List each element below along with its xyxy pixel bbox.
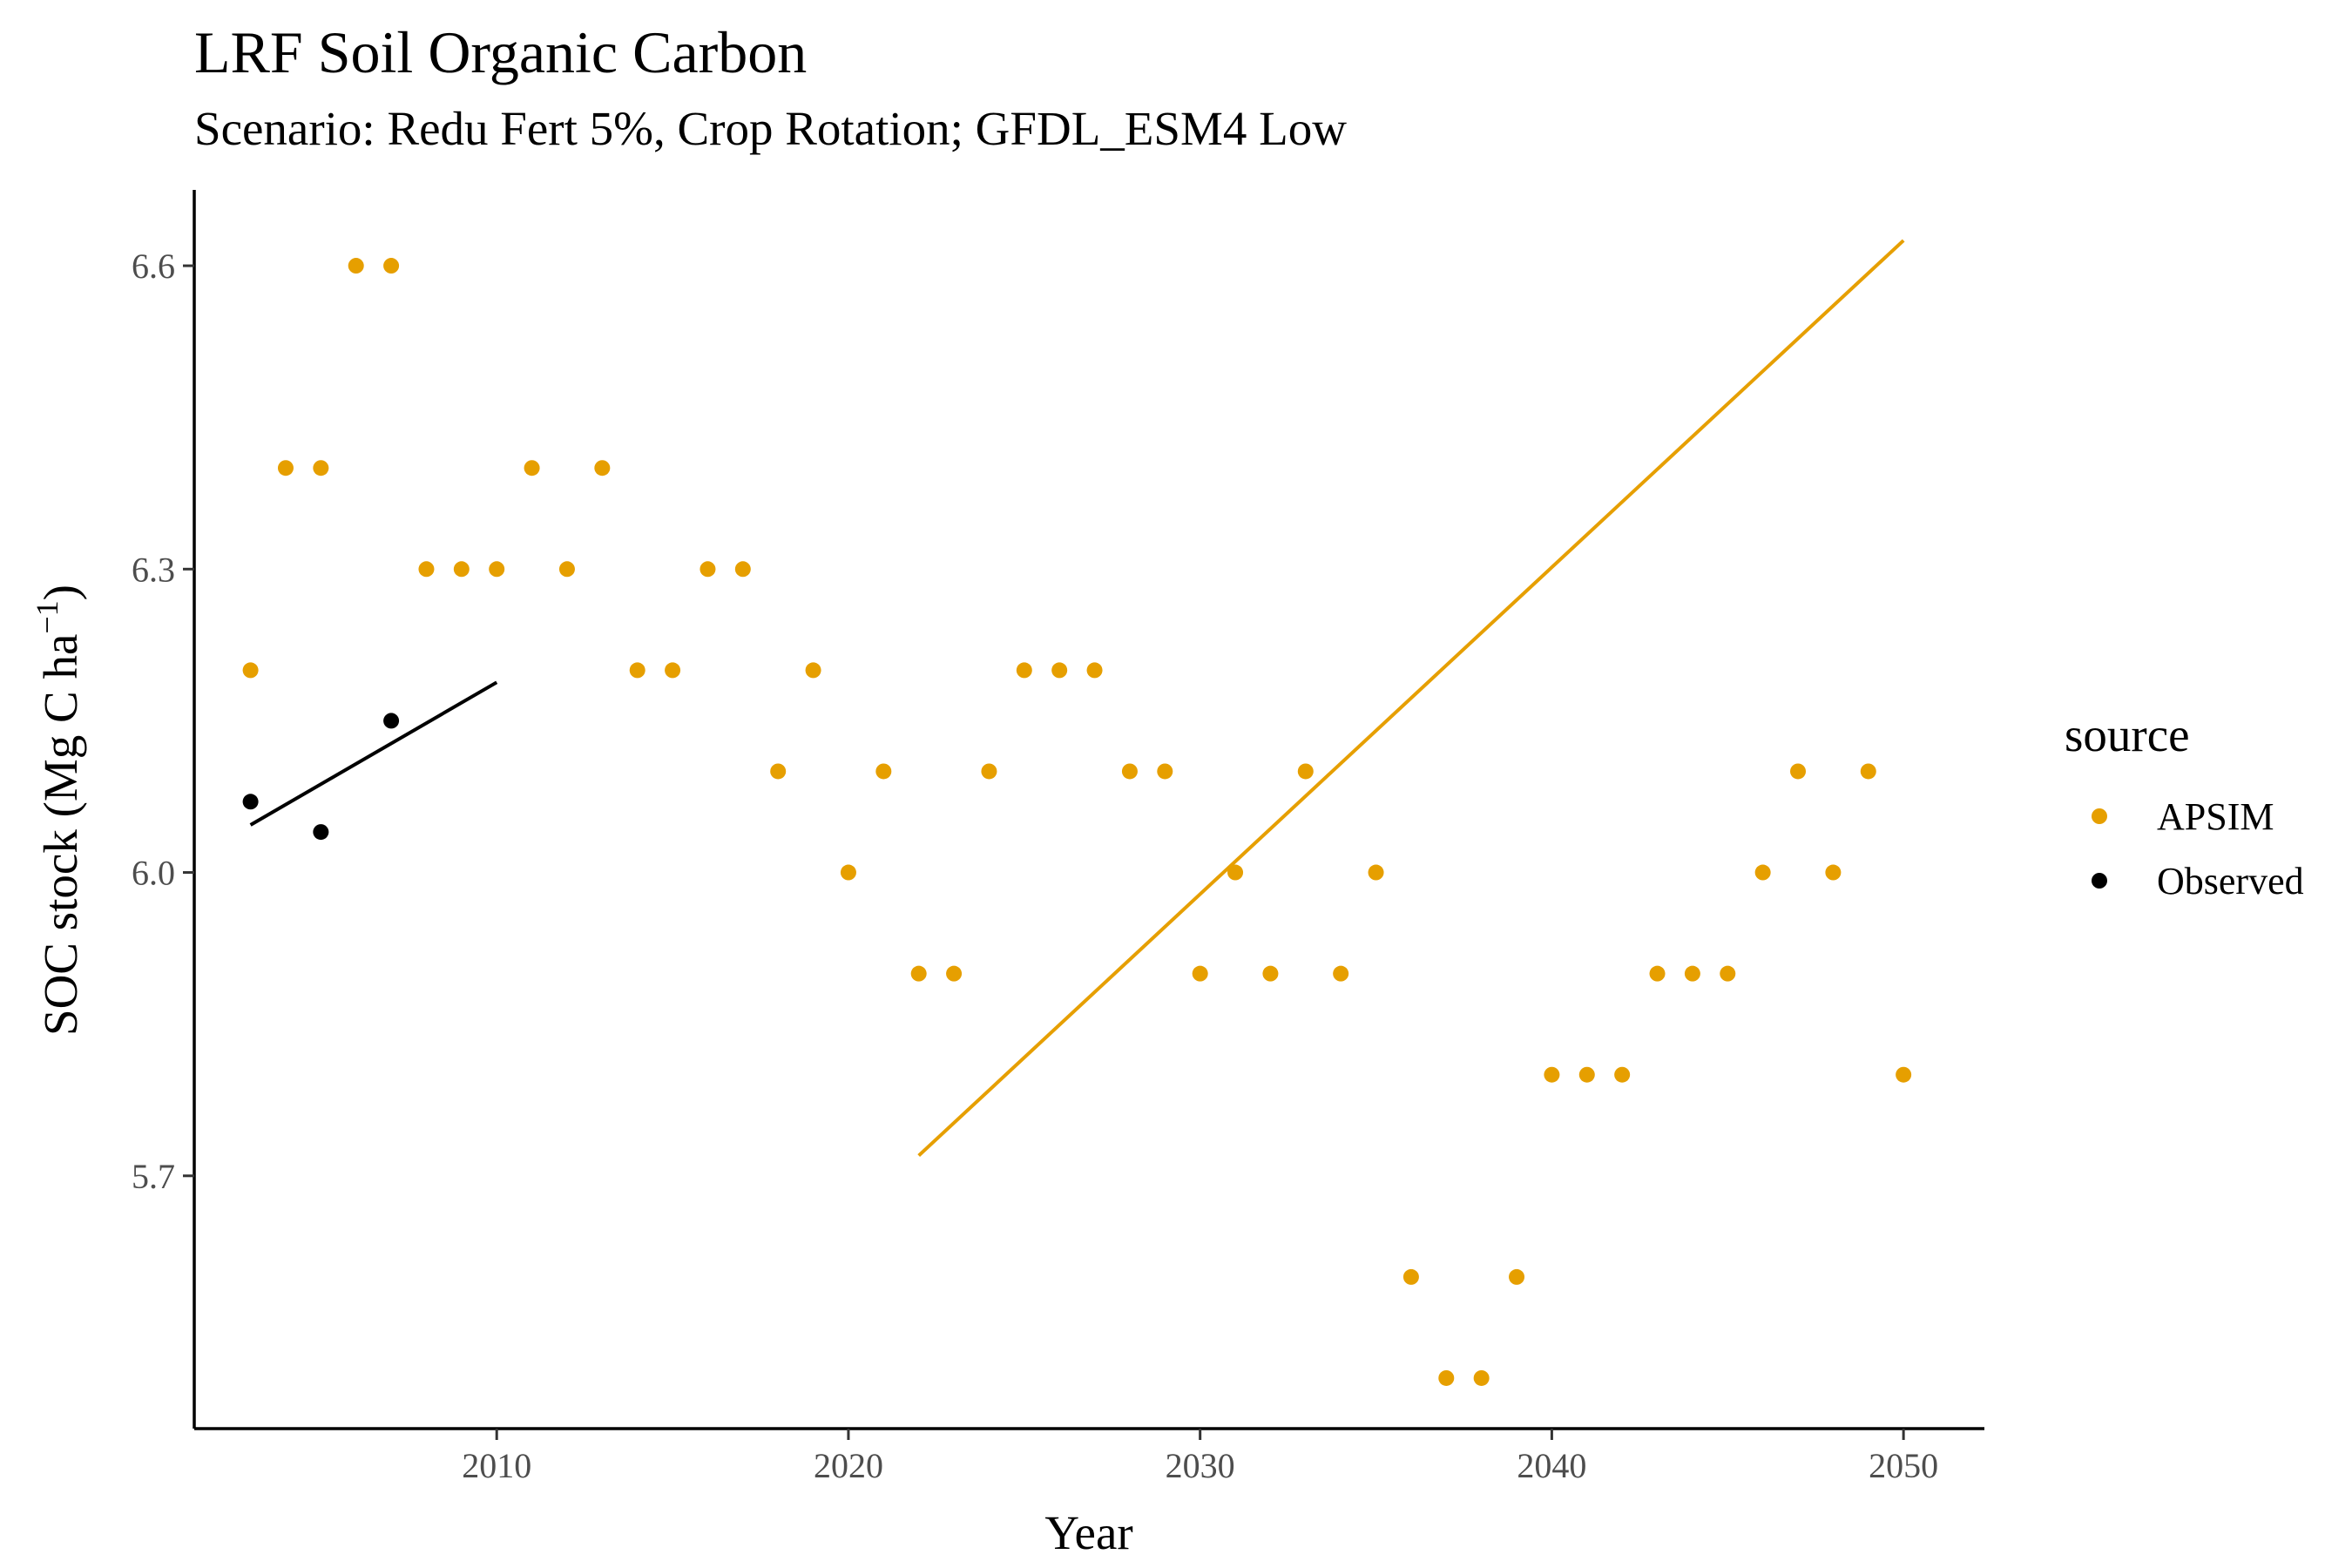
data-point-apsim bbox=[700, 561, 716, 578]
data-point-apsim bbox=[1754, 864, 1771, 881]
x-axis-ticks: 2010 2020 2030 2040 2050 bbox=[462, 1429, 1938, 1485]
legend: source APSIM Observed bbox=[2065, 708, 2304, 902]
y-axis-title-superscript: −1 bbox=[30, 600, 64, 633]
legend-label-apsim: APSIM bbox=[2157, 795, 2274, 838]
data-point-apsim bbox=[1614, 1066, 1631, 1083]
data-point-apsim bbox=[489, 561, 505, 578]
data-point-apsim bbox=[418, 561, 435, 578]
y-axis-title-text: SOC stock (Mg C ha bbox=[34, 634, 87, 1036]
data-point-apsim bbox=[242, 662, 259, 679]
data-point-apsim bbox=[946, 965, 963, 982]
data-point-apsim bbox=[734, 561, 751, 578]
data-point-apsim bbox=[1016, 662, 1032, 679]
data-point-apsim bbox=[1684, 965, 1700, 982]
data-point-apsim bbox=[524, 460, 540, 476]
data-point-apsim bbox=[910, 965, 927, 982]
x-tick-label: 2030 bbox=[1166, 1446, 1235, 1485]
data-points bbox=[242, 258, 1912, 1386]
data-point-apsim bbox=[1896, 1066, 1912, 1083]
data-point-apsim bbox=[1402, 1268, 1419, 1285]
data-point-apsim bbox=[665, 662, 681, 679]
x-tick-label: 2010 bbox=[462, 1446, 531, 1485]
data-point-apsim bbox=[1297, 763, 1314, 780]
data-point-apsim bbox=[770, 763, 787, 780]
data-point-apsim bbox=[1720, 965, 1736, 982]
data-point-apsim bbox=[383, 258, 400, 274]
data-point-apsim bbox=[840, 864, 856, 881]
x-tick-label: 2020 bbox=[814, 1446, 883, 1485]
data-point-apsim bbox=[629, 662, 645, 679]
trend-line-observed bbox=[249, 680, 498, 827]
legend-key-observed bbox=[2092, 873, 2107, 889]
data-point-apsim bbox=[348, 258, 364, 274]
legend-label-observed: Observed bbox=[2157, 860, 2304, 902]
data-point-apsim bbox=[558, 561, 575, 578]
y-axis-ticks: 5.7 6.0 6.3 6.6 bbox=[132, 247, 194, 1196]
y-tick-label: 6.3 bbox=[132, 550, 175, 589]
data-point-apsim bbox=[1825, 864, 1842, 881]
y-tick-label: 5.7 bbox=[132, 1157, 175, 1196]
data-point-apsim bbox=[1578, 1066, 1595, 1083]
data-point-apsim bbox=[1192, 965, 1208, 982]
legend-key-apsim bbox=[2092, 808, 2107, 824]
data-point-apsim bbox=[1509, 1268, 1525, 1285]
data-point-apsim bbox=[1157, 763, 1173, 780]
x-tick-label: 2040 bbox=[1517, 1446, 1586, 1485]
data-point-apsim bbox=[1860, 763, 1876, 780]
data-point-apsim bbox=[1368, 864, 1384, 881]
data-point-apsim bbox=[981, 763, 997, 780]
x-tick-label: 2050 bbox=[1869, 1446, 1938, 1485]
x-axis-title: Year bbox=[1044, 1506, 1132, 1559]
legend-title: source bbox=[2065, 708, 2190, 761]
y-tick-label: 6.6 bbox=[132, 247, 175, 286]
y-tick-label: 6.0 bbox=[132, 854, 175, 893]
data-point-apsim bbox=[1544, 1066, 1560, 1083]
data-point-apsim bbox=[1333, 965, 1349, 982]
data-point-apsim bbox=[1227, 864, 1244, 881]
trend-lines bbox=[249, 239, 1905, 1158]
y-axis-title: SOC stock (Mg C ha−1) bbox=[30, 585, 87, 1036]
data-point-observed bbox=[313, 824, 329, 841]
data-point-apsim bbox=[875, 763, 892, 780]
data-point-observed bbox=[242, 794, 259, 810]
data-point-apsim bbox=[1051, 662, 1068, 679]
data-point-apsim bbox=[1121, 763, 1138, 780]
data-point-apsim bbox=[1649, 965, 1666, 982]
data-point-apsim bbox=[1438, 1369, 1455, 1386]
data-point-apsim bbox=[1473, 1369, 1490, 1386]
data-point-apsim bbox=[453, 561, 470, 578]
y-axis-title-close: ) bbox=[34, 585, 87, 600]
data-point-apsim bbox=[1086, 662, 1103, 679]
data-point-apsim bbox=[1262, 965, 1279, 982]
data-point-apsim bbox=[1790, 763, 1807, 780]
data-point-apsim bbox=[277, 460, 294, 476]
chart-title: LRF Soil Organic Carbon bbox=[194, 19, 808, 85]
data-point-apsim bbox=[805, 662, 821, 679]
data-point-apsim bbox=[313, 460, 329, 476]
data-point-observed bbox=[383, 713, 400, 729]
trend-line-apsim bbox=[917, 239, 1905, 1158]
data-point-apsim bbox=[594, 460, 611, 476]
chart-subtitle: Scenario: Redu Fert 5%, Crop Rotation; G… bbox=[194, 102, 1347, 155]
